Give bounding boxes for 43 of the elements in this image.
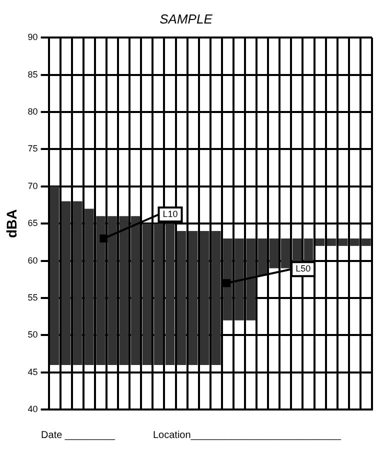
y-tick-label: 70 [28,180,38,191]
y-tick-label: 50 [28,330,38,340]
y-tick-label: 90 [28,32,38,42]
bar [304,238,314,261]
y-axis-title: dBA [3,209,20,238]
bar [50,186,60,365]
y-tick-label: 80 [28,106,38,116]
bar [326,238,336,246]
bar [176,231,186,365]
bar [73,201,82,365]
bar [188,231,198,365]
text: Location___________________________ [153,430,341,441]
bar [108,216,117,365]
text: Date _________ [41,430,115,441]
bar [200,231,210,365]
bar [315,238,325,246]
bar [130,216,140,365]
y-tick-label: 85 [28,69,38,80]
bar [338,238,348,246]
bar [246,238,256,320]
bar [223,238,232,320]
bar [234,238,244,320]
bar [165,224,175,365]
bar [258,238,267,276]
annotation: L50 [296,264,311,274]
bar [280,238,290,268]
bar [142,224,152,365]
y-tick-label: 65 [28,218,38,228]
bar [350,238,360,246]
y-tick-label: 55 [28,292,38,302]
y-tick-label: 75 [28,144,38,154]
chart-title: SAMPLE [160,11,213,26]
y-tick-label: 60 [28,255,38,266]
bar [84,208,94,365]
bar [62,201,71,365]
y-tick-label: 45 [28,366,38,377]
bar [362,238,371,246]
bar [154,224,164,365]
bar [119,216,128,365]
y-tick-label: 40 [28,404,38,414]
bar [269,238,279,268]
annotation: L10 [162,208,178,219]
bar [212,231,221,365]
